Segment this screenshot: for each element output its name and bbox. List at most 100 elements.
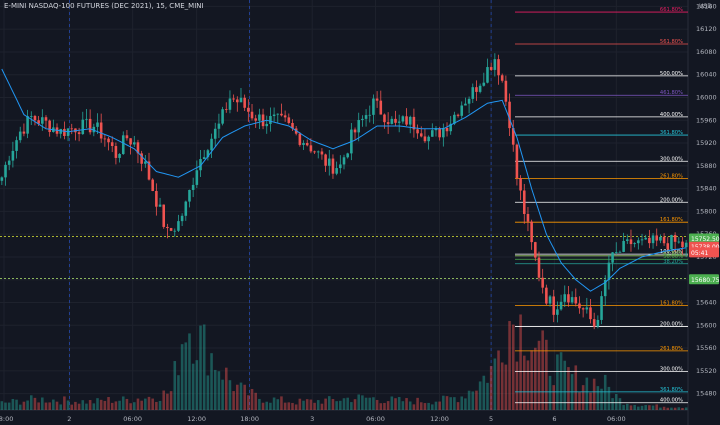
candle-body	[280, 113, 283, 116]
volume-bar	[258, 398, 261, 410]
candle-body	[85, 118, 88, 120]
candle-body	[456, 114, 460, 116]
volume-bar	[151, 398, 154, 410]
candle-body	[121, 135, 125, 155]
volume-bar	[383, 402, 386, 410]
volume-bar	[600, 388, 603, 410]
volume-bar	[180, 344, 184, 410]
volume-bar	[526, 360, 530, 410]
candle-body	[677, 241, 681, 243]
volume-bar	[614, 394, 618, 410]
price-tag-label: 15680.75	[691, 277, 720, 284]
fib-level-label: 161.80%	[660, 300, 683, 306]
candle-body	[63, 128, 66, 136]
volume-bar	[475, 390, 478, 410]
volume-bar	[210, 353, 213, 410]
candle-body	[659, 236, 662, 241]
volume-bar	[655, 404, 659, 410]
candle-body	[622, 240, 625, 252]
candle-body	[453, 114, 456, 124]
candle-body	[298, 133, 302, 145]
candle-body	[224, 109, 228, 111]
candle-body	[655, 235, 659, 241]
candle-body	[419, 133, 423, 137]
volume-bar	[291, 402, 294, 410]
candle-body	[103, 138, 107, 140]
volume-bar	[486, 382, 489, 410]
volume-bar	[386, 401, 390, 410]
volume-bar	[298, 398, 302, 410]
candle-body	[596, 319, 600, 327]
candle-body	[541, 277, 544, 288]
volume-bar	[147, 396, 151, 410]
candle-body	[574, 297, 578, 304]
volume-bar	[684, 407, 688, 410]
volume-bar	[442, 395, 445, 410]
candle-body	[136, 142, 140, 154]
x-tick-label: 5	[489, 415, 493, 423]
candle-body	[633, 243, 636, 245]
volume-bar	[508, 321, 511, 410]
candle-body	[556, 309, 559, 315]
volume-bar	[313, 402, 316, 410]
volume-bar	[280, 396, 283, 410]
volume-bar	[670, 407, 673, 410]
volume-bar	[335, 401, 338, 410]
volume-bar	[213, 369, 217, 410]
volume-bar	[261, 402, 265, 410]
fib-level-label: 500.00%	[660, 71, 683, 77]
candle-body	[291, 122, 294, 129]
price-tag-label: 05:41	[691, 250, 708, 257]
volume-bar	[125, 398, 129, 410]
candle-body	[397, 121, 401, 123]
candle-body	[526, 213, 530, 222]
volume-bar	[276, 399, 280, 410]
volume-bar	[640, 405, 644, 410]
candle-body	[265, 123, 269, 127]
x-tick-label: 3	[310, 415, 314, 423]
candle-body	[180, 215, 184, 222]
candle-body	[442, 127, 445, 138]
candle-body	[133, 142, 136, 145]
candle-body	[272, 114, 276, 117]
volume-bar	[316, 400, 320, 410]
volume-bar	[408, 401, 412, 410]
volume-bar	[4, 402, 7, 410]
volume-bar	[232, 391, 235, 410]
moving-average-line	[1, 68, 687, 292]
volume-bar	[107, 397, 110, 410]
candle-body	[467, 98, 471, 104]
candle-body	[247, 107, 250, 112]
fib-level-label: 561.80%	[660, 39, 683, 45]
candle-body	[210, 138, 213, 151]
candle-body	[81, 119, 85, 135]
candle-body	[394, 118, 397, 123]
volume-bar	[52, 399, 55, 410]
candle-body	[48, 120, 51, 133]
candle-body	[110, 142, 114, 147]
volume-bar	[55, 401, 59, 410]
candle-body	[44, 117, 48, 121]
volume-bar	[596, 386, 600, 410]
candle-body	[408, 116, 412, 125]
volume-bar	[99, 399, 103, 410]
candle-body	[243, 97, 246, 108]
candle-body	[585, 307, 589, 310]
volume-bar	[489, 366, 493, 410]
candle-body	[681, 241, 684, 248]
volume-bar	[467, 390, 471, 410]
volume-bar	[464, 398, 467, 410]
candle-body	[66, 128, 70, 136]
candle-body	[511, 128, 515, 145]
y-tick-label: 15520	[696, 367, 717, 375]
candle-body	[375, 98, 379, 101]
volume-bar	[202, 324, 206, 410]
candle-body	[460, 105, 464, 116]
volume-bar	[11, 398, 15, 410]
volume-bar	[556, 354, 559, 410]
volume-bar	[394, 398, 397, 410]
y-tick-label: 16120	[696, 25, 717, 33]
fib-level-label: 61.80%	[663, 251, 683, 257]
